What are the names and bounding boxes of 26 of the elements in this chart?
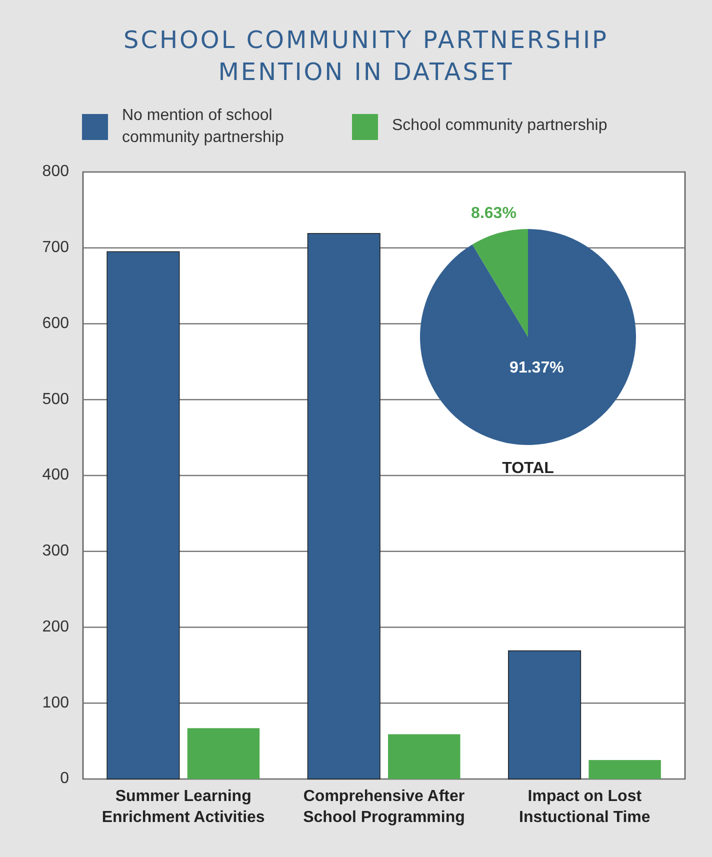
y-tick-label: 800	[42, 163, 70, 180]
y-tick-label: 200	[42, 618, 70, 636]
x-tick-label: Comprehensive After School Programming	[303, 788, 465, 826]
y-tick-label: 600	[42, 314, 70, 332]
y-tick-label: 0	[60, 770, 70, 788]
bar	[388, 734, 460, 779]
bar	[106, 251, 180, 780]
y-tick-label: 400	[42, 466, 70, 484]
y-tick-label: 300	[42, 542, 70, 560]
bar	[508, 650, 582, 780]
y-tick-label: 100	[42, 694, 70, 712]
text: TOTAL	[502, 460, 554, 477]
y-tick-label: 700	[42, 239, 70, 256]
bar	[307, 233, 380, 780]
pie-slice	[420, 229, 636, 445]
legend-label: No mention of school community partnership	[122, 107, 284, 146]
legend-label: School community partnership	[392, 117, 608, 134]
x-tick-label: Summer Learning Enrichment Activities	[102, 788, 265, 826]
chart-title: SCHOOL COMMUNITY PARTNERSHIP MENTION IN DATASET	[124, 26, 608, 86]
data-label: 91.37%	[510, 359, 564, 376]
bar	[588, 760, 661, 779]
data-label: 8.63%	[471, 204, 516, 222]
pie-slice	[472, 229, 528, 337]
bar	[187, 728, 260, 779]
x-tick-label: Impact on Lost Instuctional Time	[519, 788, 650, 826]
y-tick-label: 500	[42, 390, 70, 408]
